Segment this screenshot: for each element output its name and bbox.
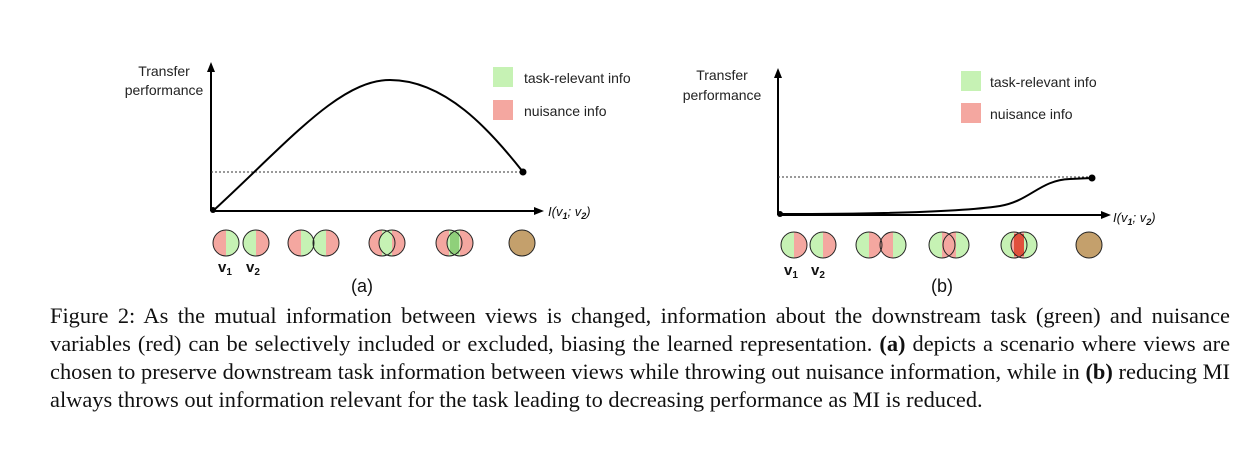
view2-label: v2: [246, 259, 260, 278]
panel-a: Transfer performance I(v1; v2) task-rele…: [125, 62, 631, 296]
caption-text-3: reducing MI always throws out informatio…: [50, 359, 1230, 412]
panel-a-label: (a): [351, 276, 373, 296]
performance-curve: [213, 78, 524, 211]
curve-startpoint: [210, 207, 216, 213]
figure-caption: Figure 2: As the mutual information betw…: [50, 302, 1230, 414]
caption-text-1: As the mutual information between views …: [50, 303, 1230, 356]
panel-b-label: (b): [931, 276, 953, 296]
view1-label: v1: [218, 259, 232, 278]
legend-label-red: nuisance info: [524, 103, 607, 119]
views-pair-3: [368, 229, 406, 257]
views-pair-2: [855, 231, 907, 259]
views-pair-2: [287, 229, 340, 257]
legend-swatch-red: [961, 103, 981, 123]
x-axis-label: I(v1; v2): [1113, 210, 1156, 227]
x-axis-arrow: [1101, 211, 1111, 219]
legend-label-green: task-relevant info: [524, 70, 631, 86]
legend-swatch-red: [493, 100, 513, 120]
panel-b: Transfer performance I(v1; v2) task-rele…: [683, 67, 1156, 296]
views-pair-4: [1000, 231, 1038, 259]
views-pair-5: [1075, 231, 1103, 259]
y-axis-label-line2: performance: [125, 82, 204, 98]
figure-2: Transfer performance I(v1; v2) task-rele…: [125, 62, 1156, 296]
y-axis-label-line1: Transfer: [138, 63, 190, 79]
x-axis-label: I(v1; v2): [548, 204, 591, 221]
y-axis-label-line2: performance: [683, 87, 762, 103]
view1-label: v1: [784, 262, 798, 281]
y-axis-label-line1: Transfer: [696, 67, 748, 83]
curve-endpoint: [519, 168, 527, 176]
views-pair-5: [508, 229, 536, 257]
caption-text-2: depicts a scenario where views are chose…: [50, 331, 1231, 384]
x-axis-arrow: [534, 207, 544, 215]
caption-bold-a: (a): [879, 331, 906, 356]
legend-label-green: task-relevant info: [990, 74, 1097, 90]
legend-swatch-green: [961, 71, 981, 91]
views-pair-1: [780, 231, 837, 259]
y-axis-arrow: [774, 68, 782, 78]
caption-bold-b: (b): [1085, 359, 1113, 384]
y-axis-arrow: [207, 62, 215, 72]
curve-startpoint: [777, 211, 783, 217]
curve-endpoint: [1088, 174, 1096, 182]
legend-swatch-green: [493, 67, 513, 87]
performance-curve: [780, 177, 1093, 215]
views-pair-4: [435, 229, 474, 257]
caption-prefix: Figure 2:: [50, 303, 136, 328]
views-pair-1: [212, 229, 270, 257]
legend-label-red: nuisance info: [990, 106, 1073, 122]
view2-label: v2: [811, 262, 825, 281]
views-pair-3: [928, 231, 970, 259]
